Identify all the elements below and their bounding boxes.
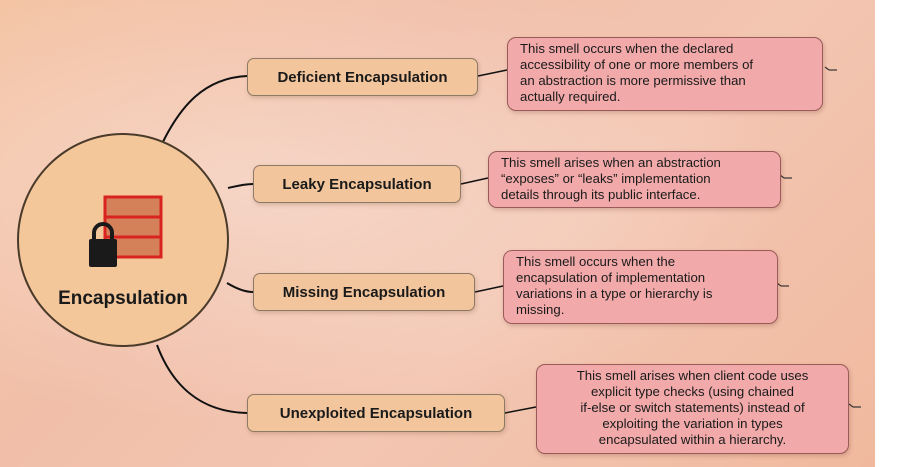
link-line-2: [460, 177, 489, 185]
branch-curve-1: [159, 75, 248, 149]
description-missing-encapsulation: This smell occurs when the encapsulation…: [503, 250, 778, 324]
description-line: details through its public interface.: [501, 187, 701, 202]
description-leaky-encapsulation: This smell arises when an abstraction “e…: [488, 151, 781, 208]
description-line: missing.: [516, 302, 565, 317]
description-line: This smell occurs when the: [516, 254, 676, 269]
description-line: This smell occurs when the declared: [520, 41, 734, 56]
arrow-tick-1: [824, 66, 837, 71]
arrow-tick-4: [848, 403, 861, 408]
description-line: encapsulated within a hierarchy.: [598, 432, 787, 447]
link-line-4: [504, 406, 537, 414]
description-unexploited-encapsulation: This smell arises when client code uses …: [536, 364, 849, 454]
description-line: accessibility of one or more members of: [520, 57, 754, 72]
arrow-tick-3: [776, 282, 789, 287]
description-line: encapsulation of implementation: [516, 270, 706, 285]
arrow-tick-2: [779, 174, 792, 179]
central-topic-label: Encapsulation: [58, 288, 188, 309]
description-line: This smell arises when client code uses: [576, 368, 809, 383]
description-line: actually required.: [520, 89, 621, 104]
description-line: “exposes” or “leaks” implementation: [501, 171, 711, 186]
description-line: This smell arises when an abstraction: [501, 155, 721, 170]
description-line: explicit type checks (using chained: [590, 384, 795, 399]
topic-missing-encapsulation: Missing Encapsulation: [253, 273, 475, 311]
topic-leaky-encapsulation: Leaky Encapsulation: [253, 165, 461, 203]
lock-with-stacked-boxes-icon: [89, 195, 163, 267]
topic-unexploited-encapsulation: Unexploited Encapsulation: [247, 394, 505, 432]
description-line: an abstraction is more permissive than: [520, 73, 746, 88]
mind-map-diagram: Encapsulation Deficient Encapsulation Le…: [0, 0, 875, 467]
description-line: exploiting the variation in types: [602, 416, 783, 431]
central-hub: Encapsulation: [17, 133, 229, 347]
link-line-3: [474, 285, 504, 293]
branch-curve-3: [226, 282, 254, 293]
description-line: variations in a type or hierarchy is: [516, 286, 713, 301]
description-line: if-else or switch statements) instead of: [580, 400, 805, 415]
topic-deficient-encapsulation: Deficient Encapsulation: [247, 58, 478, 96]
link-line-1: [477, 69, 508, 77]
branch-curve-2: [227, 183, 254, 189]
branch-curve-4: [156, 344, 248, 414]
description-deficient-encapsulation: This smell occurs when the declared acce…: [507, 37, 823, 111]
